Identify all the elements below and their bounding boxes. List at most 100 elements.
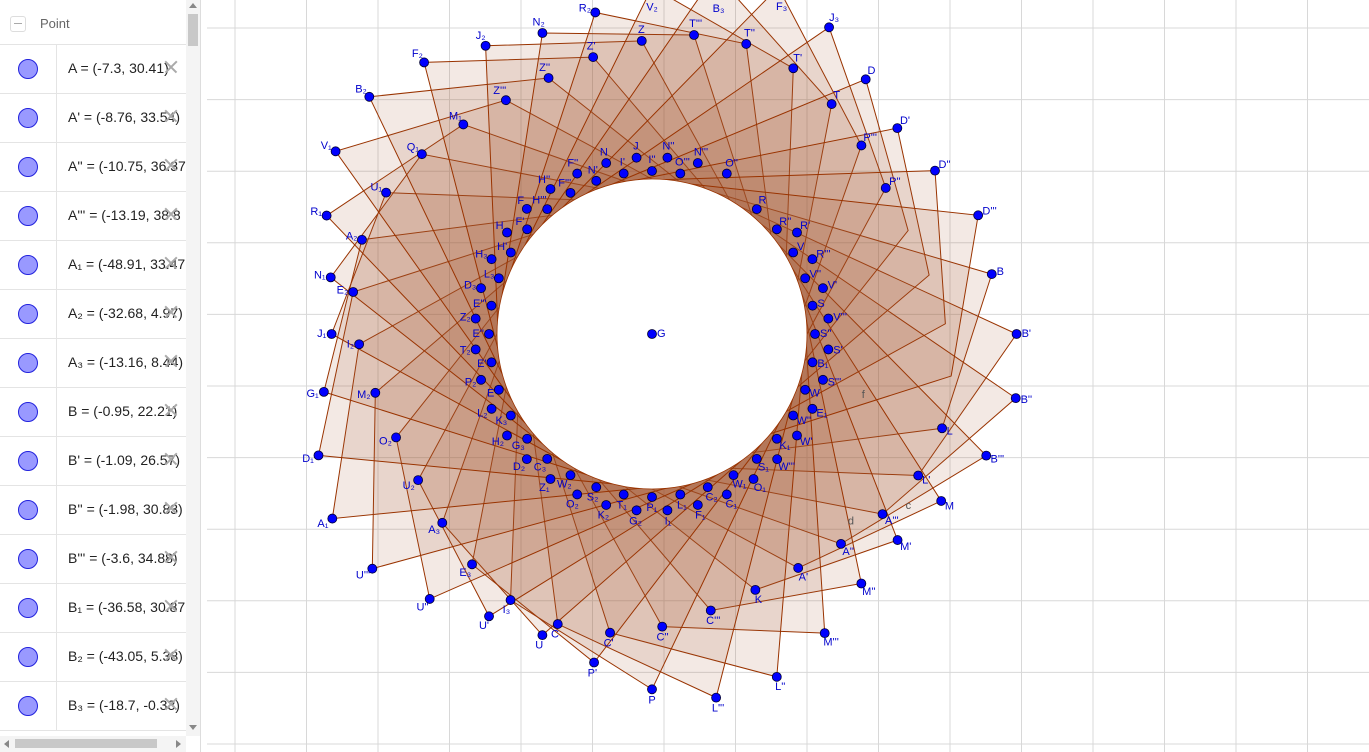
delete-icon[interactable] [164,255,178,269]
delete-icon[interactable] [164,451,178,465]
point-visibility-toggle[interactable] [18,598,38,618]
inner-point[interactable] [807,254,818,265]
inner-point[interactable] [728,470,739,481]
inner-point[interactable] [702,482,713,493]
inner-point[interactable] [565,470,576,481]
outer-point[interactable] [313,450,324,461]
outer-point[interactable] [537,28,548,38]
inner-point[interactable] [675,168,686,179]
inner-point[interactable] [486,254,497,265]
inner-point[interactable] [505,410,516,421]
inner-point[interactable] [502,227,512,238]
inner-point[interactable] [522,224,533,235]
mid-point[interactable] [788,63,799,74]
outer-point[interactable] [326,329,337,339]
point-definition[interactable]: A = (-7.3, 30.41) [68,60,169,76]
inner-point[interactable] [618,489,629,500]
inner-point[interactable] [748,474,759,484]
point-visibility-toggle[interactable] [18,255,38,275]
inner-point[interactable] [618,168,629,179]
mid-point[interactable] [381,187,392,198]
graphics-view[interactable]: G B B' B'' B''' M M' M'' M''' L'' L''' P P' U U' U'' U''… [207,0,1369,752]
mid-point[interactable] [689,30,699,40]
mid-point[interactable] [836,538,846,549]
inner-point[interactable] [647,166,657,176]
outer-point[interactable] [1010,393,1021,404]
outer-point[interactable] [771,671,782,682]
delete-icon[interactable] [164,157,178,171]
inner-point[interactable] [662,152,673,163]
outer-point[interactable] [936,496,947,506]
point-definition[interactable]: B' = (-1.09, 26.57) [68,452,181,468]
point-definition[interactable]: B = (-0.95, 22.21) [68,403,178,419]
inner-point[interactable] [631,505,642,516]
inner-point[interactable] [572,489,583,500]
inner-point[interactable] [662,505,673,516]
vertical-scrollbar[interactable] [186,0,200,736]
mid-point[interactable] [467,559,477,570]
outer-point[interactable] [367,563,378,574]
point-definition[interactable]: A₂ = (-32.68, 4.97) [68,305,183,321]
outer-point[interactable] [819,628,830,639]
algebra-item[interactable]: B₃ = (-18.7, -0.33) [0,682,186,731]
delete-icon[interactable] [164,500,178,514]
delete-icon[interactable] [164,549,178,563]
mid-point[interactable] [856,140,867,151]
collapse-minus-icon[interactable] [10,16,26,32]
outer-point[interactable] [973,210,984,221]
inner-point[interactable] [476,283,486,294]
point-visibility-toggle[interactable] [18,402,38,422]
outer-point[interactable] [330,146,341,157]
point-visibility-toggle[interactable] [18,59,38,79]
mid-point[interactable] [391,432,401,443]
algebra-item[interactable]: A' = (-8.76, 33.54) [0,94,186,143]
point-visibility-toggle[interactable] [18,206,38,226]
algebra-item[interactable]: A = (-7.3, 30.41) [0,45,186,94]
delete-icon[interactable] [164,206,178,220]
delete-icon[interactable] [164,402,178,416]
point-visibility-toggle[interactable] [18,549,38,569]
scroll-up-icon[interactable] [189,3,197,8]
mid-point[interactable] [913,470,924,481]
point-visibility-toggle[interactable] [18,157,38,177]
outer-point[interactable] [424,594,435,604]
inner-point[interactable] [470,344,481,355]
outer-point[interactable] [589,657,599,668]
horizontal-scrollbar[interactable] [0,736,186,752]
algebra-item[interactable]: A₂ = (-32.68, 4.97) [0,290,186,339]
algebra-item[interactable]: B''' = (-3.6, 34.88) [0,535,186,584]
point-definition[interactable]: B''' = (-3.6, 34.88) [68,550,178,566]
mid-point[interactable] [543,73,554,83]
algebra-item[interactable]: A₁ = (-48.91, 33.47 [0,241,186,290]
point-definition[interactable]: B₂ = (-43.05, 5.38) [68,648,183,664]
algebra-item[interactable]: A₃ = (-13.16, 8.44) [0,339,186,388]
inner-point[interactable] [772,454,783,465]
scroll-down-icon[interactable] [189,725,197,730]
inner-point[interactable] [788,410,799,421]
mid-point[interactable] [588,52,599,62]
mid-point[interactable] [505,595,516,605]
outer-point[interactable] [590,7,601,18]
point-visibility-toggle[interactable] [18,108,38,128]
inner-point[interactable] [810,329,820,339]
point-visibility-toggle[interactable] [18,647,38,667]
mid-point[interactable] [741,39,752,49]
inner-point[interactable] [565,187,576,198]
mid-point[interactable] [458,119,469,130]
inner-point[interactable] [470,313,481,324]
inner-point[interactable] [521,454,532,465]
outer-point[interactable] [480,40,491,51]
inner-point[interactable] [545,184,556,194]
point-definition[interactable]: A'' = (-10.75, 36.37 [68,158,186,174]
inner-point[interactable] [545,474,556,484]
mid-point[interactable] [750,584,761,595]
outer-point[interactable] [1011,329,1022,339]
inner-point[interactable] [800,384,811,395]
outer-point[interactable] [892,123,903,134]
inner-point[interactable] [476,374,486,385]
outer-point[interactable] [856,578,867,589]
inner-point[interactable] [807,403,818,414]
inner-point[interactable] [692,158,703,168]
mid-point[interactable] [826,99,837,109]
outer-point[interactable] [824,22,834,33]
